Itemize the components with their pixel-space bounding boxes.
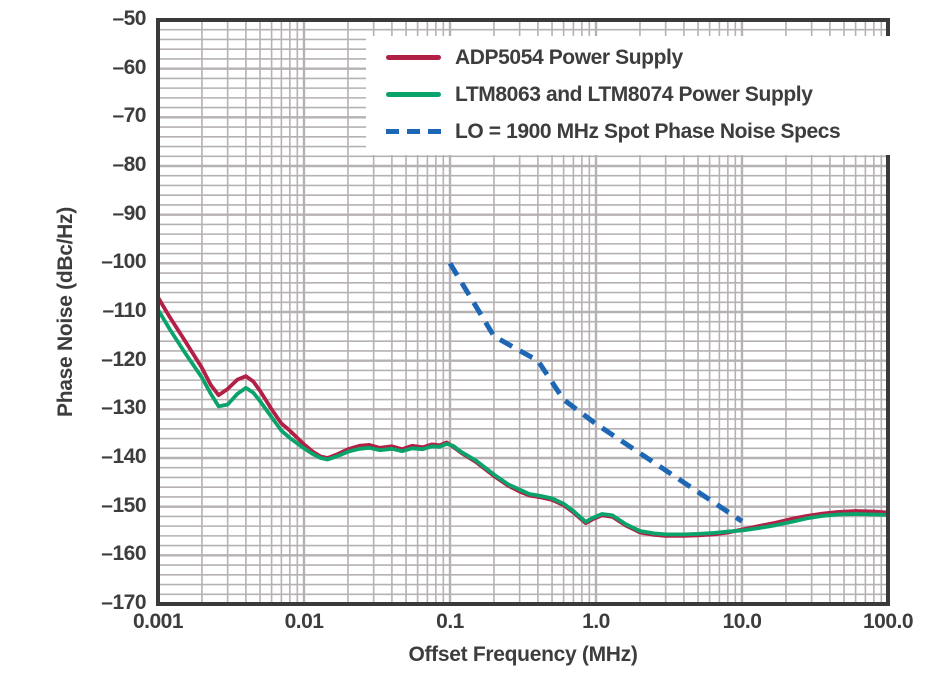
legend-item-lo-spec: LO = 1900 MHz Spot Phase Noise Specs (386, 117, 908, 146)
y-tick-label: –120 (101, 347, 146, 371)
legend-label-lo-spec: LO = 1900 MHz Spot Phase Noise Specs (455, 119, 841, 143)
legend-item-adp5054: ADP5054 Power Supply (386, 43, 908, 72)
x-tick-label: 0.001 (132, 610, 184, 633)
x-tick-label: 1.0 (582, 610, 610, 633)
y-tick-label: –140 (101, 445, 146, 468)
x-tick-label: 100.0 (862, 610, 914, 633)
y-tick-label: –70 (112, 104, 146, 128)
series-adp5054 (156, 295, 890, 538)
y-tick-label: –160 (101, 542, 146, 566)
plot-border (156, 18, 890, 606)
x-tick-label: 0.1 (436, 610, 464, 633)
y-tick-label: –60 (112, 55, 146, 79)
series-lo-spec (447, 262, 744, 524)
y-tick-label: –150 (101, 493, 146, 517)
legend-swatch-lo-spec-dashed-line (386, 129, 441, 134)
legend-label-ltm8063-ltm8074: LTM8063 and LTM8074 Power Supply (455, 82, 813, 106)
legend-label-adp5054: ADP5054 Power Supply (455, 45, 683, 69)
series-ltm8063-ltm8074 (156, 307, 890, 537)
y-tick-label: –130 (101, 396, 146, 420)
legend-item-ltm8063-ltm8074: LTM8063 and LTM8074 Power Supply (386, 80, 908, 109)
y-tick-label: –90 (112, 201, 146, 225)
y-tick-label: –170 (101, 591, 146, 614)
x-tick-label: 0.01 (284, 610, 324, 633)
legend: ADP5054 Power Supply LTM8063 and LTM8074… (366, 36, 908, 155)
y-tick-label: –110 (102, 299, 146, 322)
y-tick-label: –50 (112, 7, 146, 30)
x-tick-label: 10.0 (722, 610, 762, 633)
y-tick-label: –80 (112, 153, 146, 176)
legend-swatch-adp5054-line (386, 55, 441, 60)
y-tick-label: –100 (101, 250, 146, 274)
legend-swatch-ltm-line (386, 92, 441, 97)
x-axis-title: Offset Frequency (MHz) (408, 643, 638, 666)
